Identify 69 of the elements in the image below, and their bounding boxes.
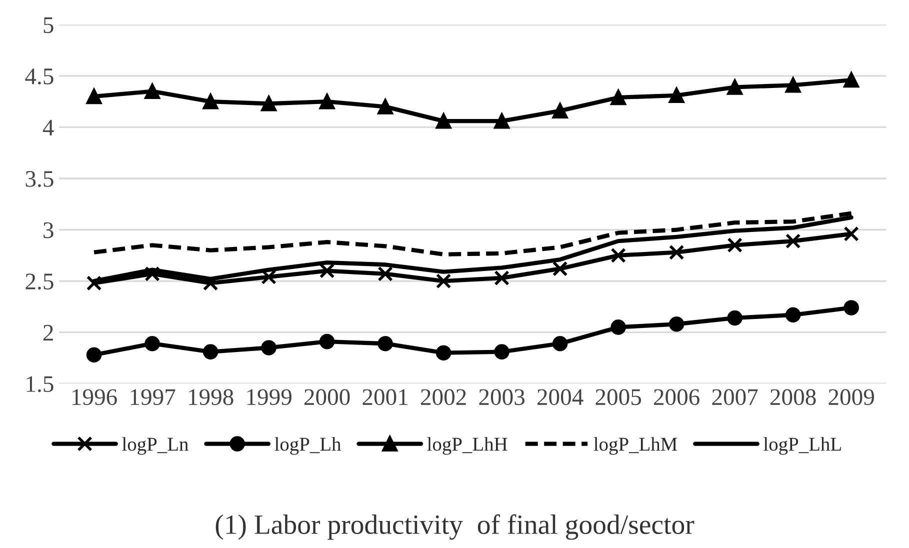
- x-tick-label: 2009: [828, 389, 874, 406]
- point: [610, 320, 626, 335]
- y-tick-label: 1.5: [26, 376, 54, 392]
- point: [86, 347, 102, 363]
- point: [494, 270, 510, 286]
- point: [552, 103, 568, 118]
- point: [261, 96, 276, 112]
- y-tick-label: 4: [42, 120, 54, 136]
- point: [494, 344, 510, 360]
- point: [319, 263, 335, 278]
- point: [86, 88, 102, 104]
- point: [378, 266, 393, 282]
- point: [378, 336, 393, 352]
- legend-label: logP_Ln: [122, 437, 188, 455]
- text: (1) Labor productivity of final good/sector: [216, 514, 694, 540]
- point: [668, 244, 684, 260]
- x-tick-label: 1996: [72, 389, 117, 406]
- point: [436, 113, 452, 129]
- point: [144, 84, 160, 99]
- point: [261, 340, 276, 356]
- point: [610, 90, 626, 106]
- point: [202, 94, 218, 110]
- point: [844, 226, 859, 242]
- point: [668, 88, 684, 104]
- x-tick-label: 2004: [537, 389, 584, 406]
- point: [552, 336, 568, 352]
- x-tick-label: 2008: [770, 389, 816, 406]
- x-tick-label: 1999: [247, 389, 292, 406]
- point: [494, 113, 510, 129]
- y-tick-label: 3.5: [26, 171, 54, 188]
- point: [261, 269, 276, 285]
- point: [144, 266, 160, 282]
- point: [319, 94, 335, 110]
- point: [785, 78, 801, 93]
- point: [378, 99, 393, 114]
- point: [436, 273, 452, 289]
- point: [436, 345, 452, 360]
- legend-label: logP_LhM: [594, 437, 678, 455]
- x-tick-label: 2002: [420, 389, 466, 406]
- point: [144, 336, 160, 352]
- y-tick-label: 2: [43, 324, 53, 341]
- legend-label: logP_LhH: [427, 437, 508, 455]
- point: [610, 248, 626, 264]
- point: [202, 344, 218, 360]
- point: [844, 72, 859, 88]
- point: [785, 233, 801, 249]
- legend-label: logP_LhL: [764, 437, 841, 455]
- point: [785, 307, 801, 323]
- point: [319, 334, 335, 350]
- x-tick-label: 2006: [654, 389, 700, 406]
- point: [727, 80, 742, 95]
- y-tick-label: 5: [44, 17, 54, 34]
- y-tick-label: 3: [44, 222, 54, 238]
- point: [727, 238, 742, 253]
- legend-label: logP_Lh: [274, 437, 341, 455]
- point: [727, 310, 742, 326]
- x-tick-label: 2001: [362, 389, 408, 406]
- x-tick-label: 2003: [479, 389, 524, 406]
- point: [86, 275, 102, 291]
- x-tick-label: 2000: [304, 389, 350, 406]
- point: [844, 300, 859, 316]
- y-tick-label: 2.5: [26, 274, 54, 290]
- x-tick-label: 2005: [596, 389, 641, 406]
- x-tick-label: 2007: [712, 389, 758, 406]
- point: [668, 316, 684, 332]
- x-tick-label: 1998: [189, 389, 234, 406]
- point: [552, 261, 568, 276]
- x-tick-label: 1997: [130, 389, 176, 406]
- y-tick-label: 4.5: [25, 68, 54, 84]
